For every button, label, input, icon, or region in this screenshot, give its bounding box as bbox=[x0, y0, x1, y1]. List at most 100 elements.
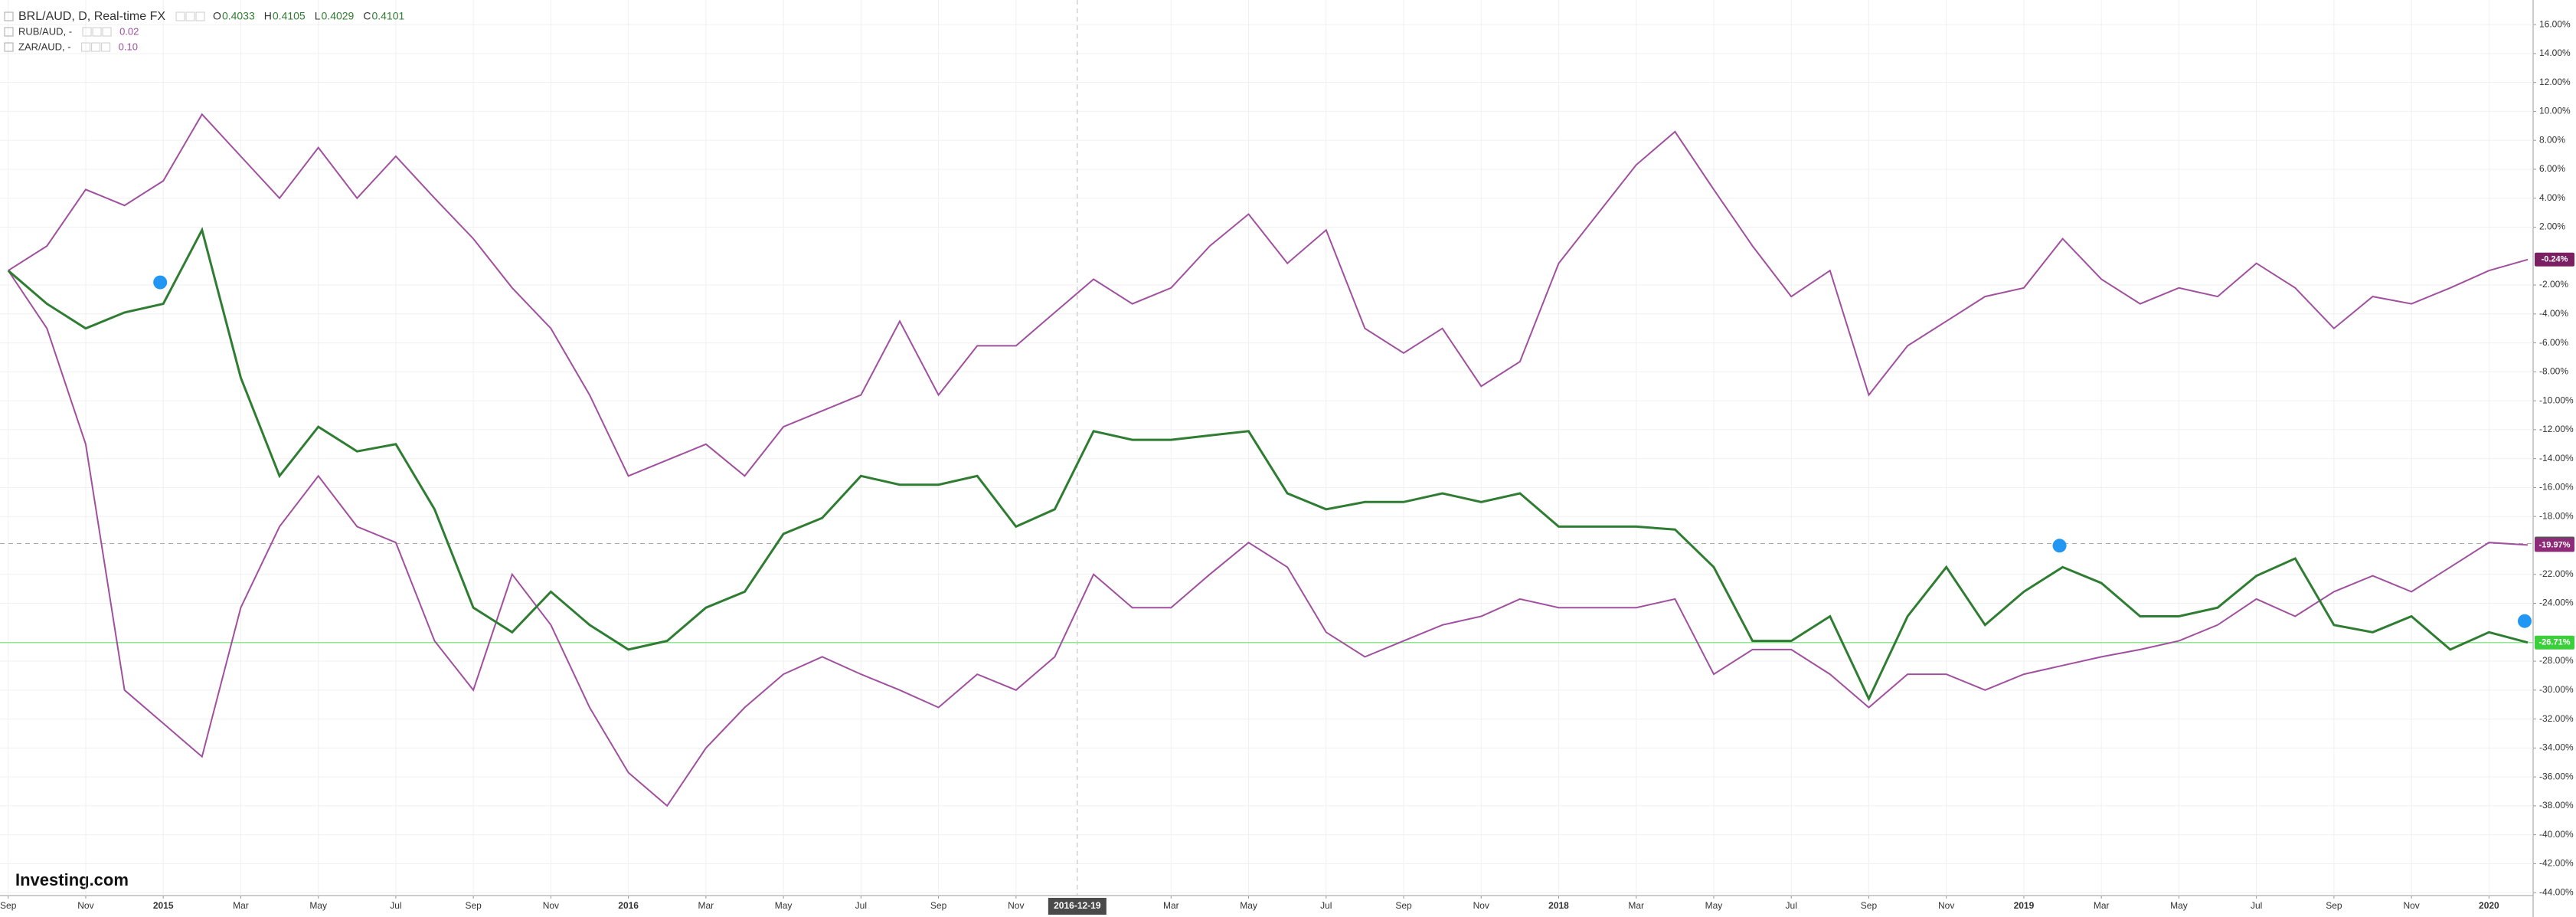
legend-button[interactable] bbox=[195, 11, 205, 21]
y-tick-label: 12.00% bbox=[2539, 77, 2571, 87]
event-marker bbox=[2518, 614, 2532, 628]
legend-ohlc-value: 0.4105 bbox=[273, 10, 306, 22]
legend-value: 0.02 bbox=[119, 25, 139, 37]
x-tick-label: May bbox=[775, 900, 793, 911]
x-tick-label: 2018 bbox=[1548, 900, 1569, 911]
x-tick-label: Nov bbox=[1473, 900, 1489, 911]
x-tick-label: Nov bbox=[2403, 900, 2419, 911]
y-tick-label: -4.00% bbox=[2539, 308, 2568, 319]
y-tick-label: 10.00% bbox=[2539, 106, 2571, 116]
legend-toggle[interactable] bbox=[4, 42, 14, 52]
x-tick-label: Jul bbox=[1786, 900, 1797, 911]
y-tick-label: -30.00% bbox=[2539, 684, 2574, 695]
legend-button[interactable] bbox=[82, 27, 92, 37]
legend-button[interactable] bbox=[175, 11, 185, 21]
y-tick-label: 8.00% bbox=[2539, 134, 2565, 145]
x-tick-label: Jul bbox=[1320, 900, 1332, 911]
price-line-series bbox=[7, 227, 2529, 702]
y-tick-label: -16.00% bbox=[2539, 482, 2574, 493]
price-badge bbox=[2535, 635, 2574, 650]
x-tick-label: Mar bbox=[1163, 900, 1179, 911]
legend-button[interactable] bbox=[92, 27, 102, 37]
y-tick-label: -18.00% bbox=[2539, 510, 2574, 521]
y-tick-label: -44.00% bbox=[2539, 886, 2574, 897]
y-tick-label: -24.00% bbox=[2539, 598, 2574, 608]
x-tick-label: Jul bbox=[855, 900, 867, 911]
legend: BRL/AUD, D, Real-time FX O 0.4033 H 0.4105 L 0… bbox=[4, 10, 405, 52]
legend-toggle[interactable] bbox=[4, 27, 14, 37]
x-tick-label: Sep bbox=[2326, 900, 2342, 911]
y-tick-label: 6.00% bbox=[2539, 163, 2565, 174]
x-tick-label: Jul bbox=[390, 900, 401, 911]
crosshair-label-box bbox=[1048, 898, 1107, 915]
x-tick-label: Mar bbox=[698, 900, 714, 911]
compare-line bbox=[7, 270, 2529, 807]
legend-name: BRL/AUD, D, Real-time FX bbox=[18, 10, 165, 23]
y-tick-label: -14.00% bbox=[2539, 453, 2574, 463]
x-tick-label: Sep bbox=[930, 900, 947, 911]
x-tick-label: Sep bbox=[1861, 900, 1878, 911]
legend-ohlc-value: 0.4029 bbox=[322, 10, 355, 22]
x-tick-label: Sep bbox=[0, 900, 17, 911]
y-tick-label: 14.00% bbox=[2539, 47, 2571, 58]
legend-ohlc-key: O bbox=[213, 10, 221, 22]
x-tick-label: Mar bbox=[233, 900, 249, 911]
crosshair-label: 2016-12-19 bbox=[1054, 900, 1101, 911]
legend-button[interactable] bbox=[185, 11, 195, 21]
y-tick-label: -38.00% bbox=[2539, 800, 2574, 811]
price-badge bbox=[2535, 538, 2574, 552]
price-badge bbox=[2535, 252, 2574, 267]
legend-ohlc-value: 0.4033 bbox=[222, 10, 255, 22]
legend-ohlc-key: C bbox=[363, 10, 371, 22]
x-tick-label: 2016 bbox=[618, 900, 639, 911]
y-tick-label: 4.00% bbox=[2539, 192, 2565, 203]
x-tick-label: Sep bbox=[1395, 900, 1412, 911]
y-tick-label: -10.00% bbox=[2539, 395, 2574, 405]
x-tick-label: Nov bbox=[1008, 900, 1024, 911]
x-tick-label: 2019 bbox=[2014, 900, 2035, 911]
x-tick-label: Nov bbox=[1938, 900, 1954, 911]
y-tick-label: -6.00% bbox=[2539, 337, 2568, 348]
price-badge-label: -0.24% bbox=[2542, 255, 2568, 264]
price-badge-label: -26.71% bbox=[2539, 638, 2571, 647]
legend-button[interactable] bbox=[81, 42, 91, 52]
legend-name: ZAR/AUD, - bbox=[18, 41, 71, 52]
watermark: Investing.com bbox=[15, 870, 129, 889]
y-tick-label: -8.00% bbox=[2539, 366, 2568, 377]
legend-ohlc-key: H bbox=[264, 10, 272, 22]
x-tick-label: 2015 bbox=[153, 900, 174, 911]
event-marker bbox=[153, 275, 168, 290]
y-tick-label: -22.00% bbox=[2539, 568, 2574, 579]
legend-ohlc-value: 0.4101 bbox=[371, 10, 404, 22]
x-tick-label: Mar bbox=[1628, 900, 1644, 911]
legend-value: 0.10 bbox=[119, 41, 138, 52]
y-tick-label: -36.00% bbox=[2539, 771, 2574, 781]
x-tick-label: Mar bbox=[2094, 900, 2110, 911]
y-tick-label: -42.00% bbox=[2539, 858, 2574, 869]
x-tick-label: Jul bbox=[2251, 900, 2262, 911]
legend-ohlc-key: L bbox=[315, 10, 321, 22]
compare-line bbox=[8, 113, 2529, 477]
legend-toggle[interactable] bbox=[4, 11, 14, 21]
x-tick-label: 2020 bbox=[2479, 900, 2499, 911]
y-tick-label: 16.00% bbox=[2539, 18, 2571, 29]
price-badge-label: -19.97% bbox=[2539, 540, 2571, 549]
y-tick-label: -2.00% bbox=[2539, 279, 2568, 290]
y-tick-label: 2.00% bbox=[2539, 221, 2565, 232]
legend-button[interactable] bbox=[101, 42, 111, 52]
x-tick-label: Nov bbox=[543, 900, 559, 911]
x-tick-label: Nov bbox=[77, 900, 93, 911]
x-tick-label: May bbox=[2170, 900, 2188, 911]
y-tick-label: -12.00% bbox=[2539, 424, 2574, 434]
y-tick-label: -40.00% bbox=[2539, 829, 2574, 840]
event-marker bbox=[2052, 539, 2067, 553]
x-tick-label: May bbox=[1240, 900, 1257, 911]
legend-name: RUB/AUD, - bbox=[18, 25, 72, 37]
y-tick-label: -32.00% bbox=[2539, 713, 2574, 724]
legend-button[interactable] bbox=[102, 27, 112, 37]
y-tick-label: -28.00% bbox=[2539, 655, 2574, 666]
y-tick-label: -34.00% bbox=[2539, 742, 2574, 753]
legend-button[interactable] bbox=[91, 42, 101, 52]
